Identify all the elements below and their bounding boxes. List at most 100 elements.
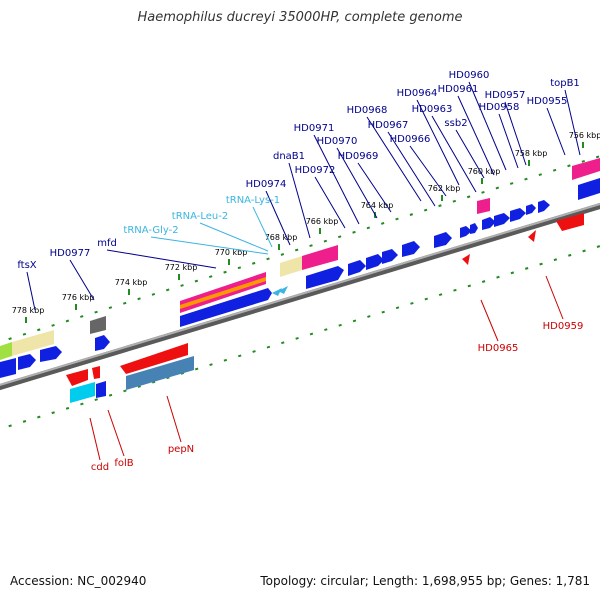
gene-label-folb[interactable]: folB [114, 458, 133, 469]
backbone [0, 202, 600, 391]
gene-label-cdd[interactable]: cdd [91, 462, 109, 473]
gene-label-hd0970[interactable]: HD0970 [317, 136, 358, 147]
gene-label-hd0957[interactable]: HD0957 [485, 90, 526, 101]
gene-label-ftsx[interactable]: ftsX [17, 260, 36, 271]
gene-left-3[interactable] [40, 346, 62, 362]
gene-hd0955[interactable] [538, 200, 550, 213]
gene-hd0966[interactable] [434, 232, 452, 248]
gene-label-mfd[interactable]: mfd [97, 238, 117, 249]
gene-label-topb1[interactable]: topB1 [550, 78, 580, 89]
kbp-label-776-kbp: 776 kbp [62, 293, 95, 302]
kbp-label-764-kbp: 764 kbp [361, 201, 394, 210]
gene-label-hd0963[interactable]: HD0963 [412, 104, 453, 115]
gene-hd0972[interactable] [306, 266, 344, 289]
gene-block-grey[interactable] [90, 316, 106, 334]
accession-text: Accession: NC_002940 [10, 574, 147, 588]
gene-hd0970[interactable] [366, 254, 384, 270]
gene-label-hd0958[interactable]: HD0958 [479, 102, 520, 113]
leader-line-hd0970 [336, 147, 378, 219]
gene-label-hd0965[interactable]: HD0965 [478, 343, 519, 354]
gene-left-2[interactable] [18, 354, 36, 370]
gene-hd0965[interactable] [462, 254, 470, 265]
leader-line-hd0977 [69, 259, 95, 301]
gene-block-cyan[interactable] [70, 382, 95, 403]
gene-hd0959-small[interactable] [528, 230, 536, 242]
gene-label-hd0972[interactable]: HD0972 [295, 165, 336, 176]
gene-label-hd0961[interactable]: HD0961 [438, 84, 479, 95]
gene-left-1[interactable] [0, 358, 16, 378]
gene-hd0961[interactable] [482, 217, 496, 230]
gene-label-dnab1[interactable]: dnaB1 [273, 151, 305, 162]
gene-label-hd0977[interactable]: HD0977 [50, 248, 91, 259]
leader-line-hd0971 [313, 134, 360, 225]
gene-cdd[interactable] [66, 369, 88, 386]
gene-hd0958[interactable] [510, 208, 526, 222]
gene-label-trna-leu-2[interactable]: tRNA-Leu-2 [172, 211, 228, 222]
gene-label-trna-gly-2[interactable]: tRNA-Gly-2 [123, 225, 178, 236]
gene-label-hd0966[interactable]: HD0966 [390, 134, 431, 145]
gene-label-hd0960[interactable]: HD0960 [449, 70, 490, 81]
gene-block-ftsx[interactable] [12, 330, 54, 356]
kbp-scale: 756 kbp 758 kbp 760 kbp 762 kbp 764 kbp 766 k… [12, 131, 600, 323]
gene-label-trna-lys-1[interactable]: tRNA-Lys-1 [226, 195, 280, 206]
leader-line-hd0959 [545, 275, 564, 320]
trna-block[interactable] [272, 288, 282, 296]
leader-line-hd0965 [480, 299, 499, 342]
gene-hd0977[interactable] [95, 335, 110, 351]
gene-label-ssb2[interactable]: ssb2 [444, 118, 467, 129]
kbp-label-772-kbp: 772 kbp [165, 263, 198, 272]
kbp-label-774-kbp: 774 kbp [115, 278, 148, 287]
leader-line-mfd [106, 249, 217, 269]
kbp-label-770-kbp: 770 kbp [215, 248, 248, 257]
gene-hd0968[interactable] [402, 241, 420, 257]
gene-hd0971[interactable] [348, 260, 366, 276]
leader-line-folb [107, 409, 125, 457]
kbp-label-766-kbp: 766 kbp [306, 217, 339, 226]
gene-ssb2[interactable] [470, 223, 478, 234]
forward-genes [0, 158, 600, 378]
gene-block-blue-rev[interactable] [96, 381, 106, 398]
leader-line-hd0969 [357, 162, 392, 213]
gene-label-hd0967[interactable]: HD0967 [368, 120, 409, 131]
gene-block-green[interactable] [0, 342, 12, 360]
leader-line-hd0974 [265, 190, 291, 246]
gene-topb1[interactable] [578, 178, 600, 200]
gene-block-magenta-2[interactable] [302, 245, 338, 270]
gene-label-hd0971[interactable]: HD0971 [294, 123, 335, 134]
genome-summary-text: Topology: circular; Length: 1,698,955 bp… [260, 574, 590, 588]
gene-label-pepn[interactable]: pepN [168, 444, 194, 455]
leader-line-ftsx [26, 271, 36, 311]
leader-line-topb1 [564, 89, 581, 156]
gene-block-orange[interactable] [180, 277, 266, 309]
gene-block-blue-long[interactable] [180, 288, 272, 327]
gene-folb[interactable] [92, 366, 100, 379]
gene-block-yellow[interactable] [280, 256, 302, 277]
trna-block-2[interactable] [278, 286, 288, 294]
map-title: Haemophilus ducreyi 35000HP, complete ge… [137, 10, 463, 25]
kbp-label-778-kbp: 778 kbp [12, 306, 45, 315]
gene-hd0969[interactable] [382, 249, 398, 264]
reverse-genes [66, 213, 584, 403]
gene-label-hd0969[interactable]: HD0969 [338, 151, 379, 162]
kbp-label-756-kbp: 756 kbp [569, 131, 600, 140]
kbp-label-762-kbp: 762 kbp [428, 184, 461, 193]
gene-label-hd0955[interactable]: HD0955 [527, 96, 568, 107]
leader-line-hd0967 [387, 131, 436, 207]
gene-label-hd0974[interactable]: HD0974 [246, 179, 287, 190]
gene-pepn[interactable] [126, 356, 194, 390]
gene-label-hd0964[interactable]: HD0964 [397, 88, 438, 99]
leader-line-hd0958 [498, 113, 519, 169]
gene-block-magenta-3[interactable] [477, 198, 490, 214]
gene-hd0960[interactable] [494, 213, 510, 227]
gene-hd0963[interactable] [460, 226, 472, 238]
gene-label-hd0959[interactable]: HD0959 [543, 321, 584, 332]
gene-pepn-red[interactable] [120, 343, 188, 374]
gene-hd0959[interactable] [556, 213, 584, 231]
kbp-label-760-kbp: 760 kbp [468, 167, 501, 176]
gene-label-hd0968[interactable]: HD0968 [347, 105, 388, 116]
leader-line-hd0955 [546, 107, 566, 156]
gene-hd0957[interactable] [526, 204, 536, 215]
gene-block-topb1[interactable] [572, 158, 600, 180]
